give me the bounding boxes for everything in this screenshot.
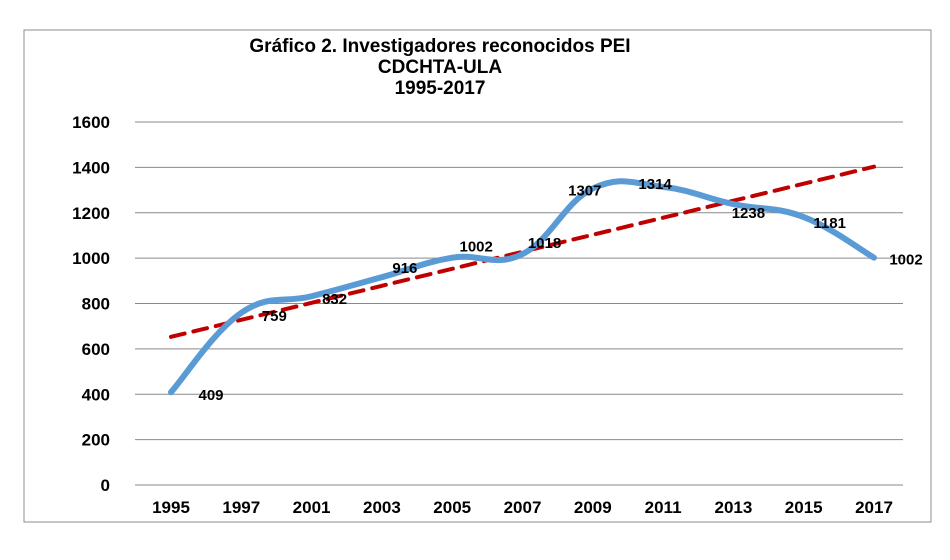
data-label-2013: 1238	[732, 205, 765, 222]
y-tick-label-1000: 1000	[72, 249, 110, 268]
data-label-2017: 1002	[889, 252, 922, 269]
y-tick-label-200: 200	[82, 431, 110, 450]
x-tick-label-2015: 2015	[785, 498, 823, 517]
data-label-2009: 1307	[568, 182, 601, 199]
trendline-series	[169, 164, 876, 339]
x-tick-label-1997: 1997	[222, 498, 260, 517]
x-tick-label-2017: 2017	[855, 498, 893, 517]
x-tick-label-2005: 2005	[433, 498, 471, 517]
y-tick-label-400: 400	[82, 385, 110, 404]
x-tick-label-2009: 2009	[574, 498, 612, 517]
x-axis-tick-labels: 1995 1997 2001 2003 2005 2007 2009 2011 2013 2015…	[152, 498, 893, 517]
chart-title-line-3: 1995-2017	[395, 78, 486, 99]
chart-title: Gráfico 2. Investigadores reconocidos PE…	[249, 36, 630, 99]
data-label-2005: 1002	[460, 239, 493, 256]
y-tick-label-600: 600	[82, 340, 110, 359]
x-tick-label-2001: 2001	[293, 498, 331, 517]
data-label-1997: 759	[262, 308, 287, 325]
data-label-2007: 1018	[528, 235, 561, 252]
data-label-1995: 409	[198, 387, 223, 404]
x-tick-label-2013: 2013	[714, 498, 752, 517]
x-tick-label-2011: 2011	[645, 498, 682, 517]
chart-title-line-1: Gráfico 2. Investigadores reconocidos PE…	[249, 36, 630, 57]
x-tick-label-2003: 2003	[363, 498, 401, 517]
y-tick-label-0: 0	[101, 476, 110, 495]
chart-title-line-2: CDCHTA-ULA	[378, 57, 502, 78]
investigadores-series	[168, 178, 877, 396]
y-tick-label-1200: 1200	[72, 204, 110, 223]
data-label-2015: 1181	[813, 215, 846, 232]
y-tick-label-1400: 1400	[72, 158, 110, 177]
x-tick-label-2007: 2007	[504, 498, 542, 517]
data-labels: 409 759 832 916 1002 1018 1307 1314 1238 1181 1002	[198, 176, 922, 404]
chart-border	[23, 29, 932, 523]
data-label-2003: 916	[392, 260, 417, 277]
y-tick-label-1600: 1600	[72, 113, 110, 132]
data-label-2001: 832	[322, 291, 347, 308]
data-label-2011: 1314	[638, 176, 672, 193]
trendline	[169, 164, 876, 339]
y-axis-tick-labels: 0 200 400 600 800 1000 1200 1400 1600	[72, 113, 110, 495]
x-tick-label-1995: 1995	[152, 498, 190, 517]
y-tick-label-800: 800	[82, 295, 110, 314]
